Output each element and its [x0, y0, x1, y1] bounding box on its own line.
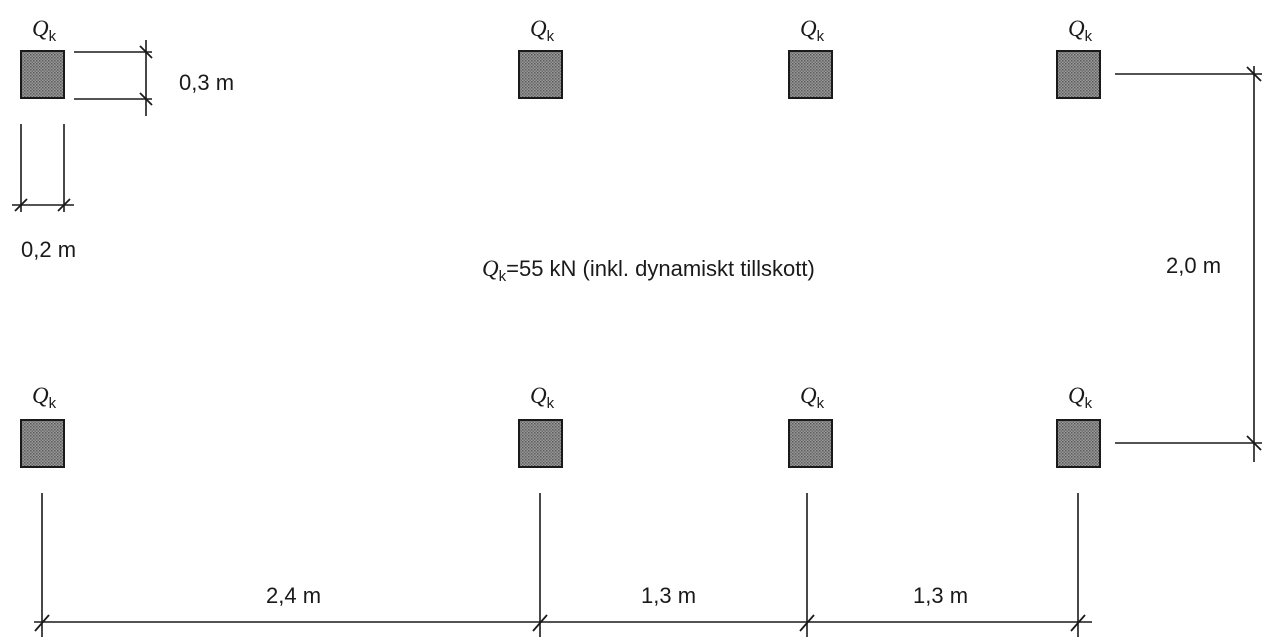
span-3-label: 1,3 m: [913, 583, 968, 608]
load-label: Qk: [1068, 383, 1093, 412]
load-pad: [518, 419, 563, 468]
load-pad: [20, 419, 65, 468]
load-pad: [518, 50, 563, 99]
span-2-label: 1,3 m: [641, 583, 696, 608]
load-pad: [788, 50, 833, 99]
pad-height-label: 0,3 m: [179, 70, 234, 95]
load-pads-bottom-row: [20, 419, 1101, 468]
load-label: Qk: [1068, 16, 1093, 45]
pad-width-label: 0,2 m: [21, 237, 76, 262]
load-pad: [1056, 50, 1101, 99]
pad-height-dimension: 0,3 m: [74, 40, 234, 116]
load-label: Qk: [800, 383, 825, 412]
pad-width-dimension: 0,2 m: [12, 124, 76, 262]
load-pads-top-row: [20, 50, 1101, 99]
span-1-label: 2,4 m: [266, 583, 321, 608]
load-labels: Qk Qk Qk Qk Qk Qk Qk Qk: [32, 16, 1093, 412]
load-label: Qk: [530, 16, 555, 45]
row-spacing-dimension: 2,0 m: [1115, 66, 1262, 462]
load-pad: [788, 419, 833, 468]
load-label: Qk: [800, 16, 825, 45]
load-label: Qk: [530, 383, 555, 412]
row-spacing-label: 2,0 m: [1166, 253, 1221, 278]
load-label: Qk: [32, 16, 57, 45]
load-pad: [1056, 419, 1101, 468]
load-pad: [20, 50, 65, 99]
axle-spacing-dimensions: 2,4 m 1,3 m 1,3 m: [34, 493, 1092, 637]
load-label: Qk: [32, 383, 57, 412]
load-description: Qk=55 kN (inkl. dynamiskt tillskott): [482, 256, 815, 285]
